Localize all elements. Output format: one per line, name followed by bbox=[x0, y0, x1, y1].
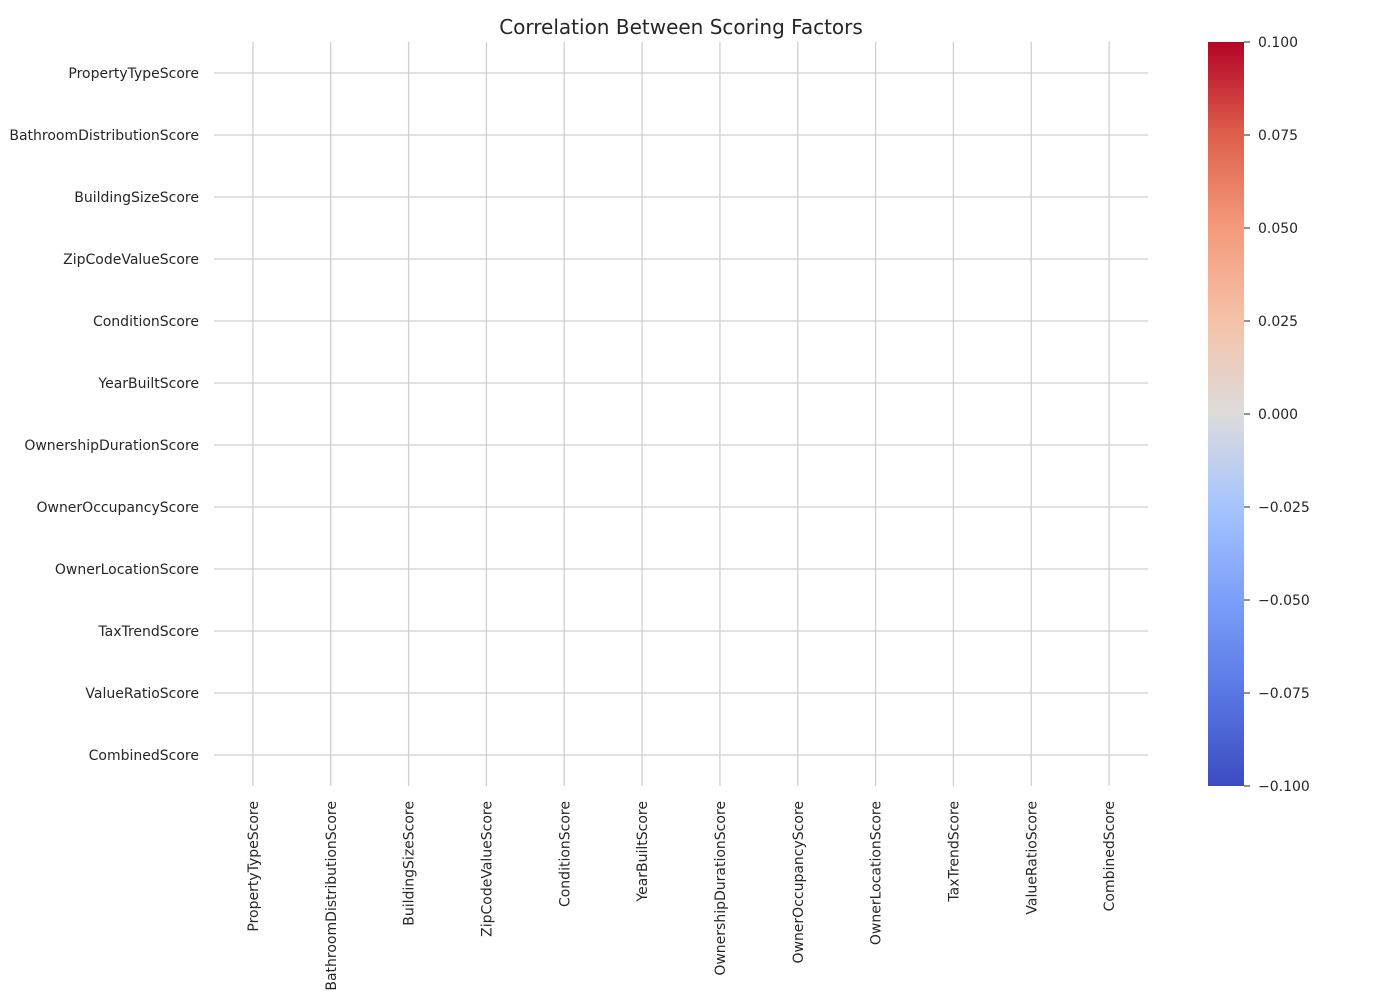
colorbar-tick-label: −0.075 bbox=[1258, 686, 1310, 702]
x-tick-label: YearBuiltScore bbox=[635, 801, 651, 903]
y-tick-label: OwnerOccupancyScore bbox=[36, 500, 199, 516]
colorbar-tick-label: 0.075 bbox=[1258, 128, 1298, 144]
x-tick-label: ZipCodeValueScore bbox=[479, 801, 495, 937]
x-tick-label: TaxTrendScore bbox=[946, 801, 962, 903]
colorbar-tick-label: −0.050 bbox=[1258, 593, 1310, 609]
x-tick-label: ConditionScore bbox=[557, 801, 573, 907]
heatmap-grid bbox=[214, 42, 1148, 786]
y-tick-label: ValueRatioScore bbox=[85, 686, 199, 702]
x-tick-label: OwnerLocationScore bbox=[869, 801, 885, 945]
y-tick-label: ZipCodeValueScore bbox=[63, 252, 199, 268]
x-tick-label: BuildingSizeScore bbox=[402, 801, 418, 926]
colorbar-tick-label: −0.100 bbox=[1258, 779, 1310, 795]
chart-title: Correlation Between Scoring Factors bbox=[499, 15, 863, 39]
y-tick-labels: PropertyTypeScore BathroomDistributionSco… bbox=[9, 66, 199, 764]
x-tick-label: ValueRatioScore bbox=[1024, 801, 1040, 915]
colorbar-gradient bbox=[1208, 42, 1244, 786]
colorbar-tick-label: 0.025 bbox=[1258, 314, 1298, 330]
colorbar-tick-label: 0.100 bbox=[1258, 35, 1298, 51]
x-tick-label: PropertyTypeScore bbox=[246, 801, 262, 932]
y-tick-label: CombinedScore bbox=[89, 748, 199, 764]
y-tick-label: PropertyTypeScore bbox=[68, 66, 199, 82]
x-tick-label: BathroomDistributionScore bbox=[324, 801, 340, 991]
y-tick-label: BuildingSizeScore bbox=[74, 190, 199, 206]
y-tick-label: OwnerLocationScore bbox=[55, 562, 199, 578]
y-tick-label: YearBuiltScore bbox=[97, 376, 199, 392]
y-tick-label: TaxTrendScore bbox=[97, 624, 199, 640]
x-tick-label: OwnershipDurationScore bbox=[713, 801, 729, 976]
colorbar-tick-label: 0.050 bbox=[1258, 221, 1298, 237]
x-tick-label: CombinedScore bbox=[1102, 801, 1118, 911]
colorbar-ticks: 0.100 0.075 0.050 0.025 0.000 −0.025 −0.050 −0.… bbox=[1244, 35, 1310, 795]
colorbar-tick-label: 0.000 bbox=[1258, 407, 1298, 423]
y-tick-label: OwnershipDurationScore bbox=[24, 438, 199, 454]
y-tick-label: ConditionScore bbox=[93, 314, 199, 330]
colorbar bbox=[1208, 42, 1244, 786]
y-tick-label: BathroomDistributionScore bbox=[9, 128, 199, 144]
colorbar-tick-label: −0.025 bbox=[1258, 500, 1310, 516]
x-tick-labels: PropertyTypeScore BathroomDistributionSco… bbox=[246, 801, 1118, 991]
x-tick-label: OwnerOccupancyScore bbox=[791, 801, 807, 964]
